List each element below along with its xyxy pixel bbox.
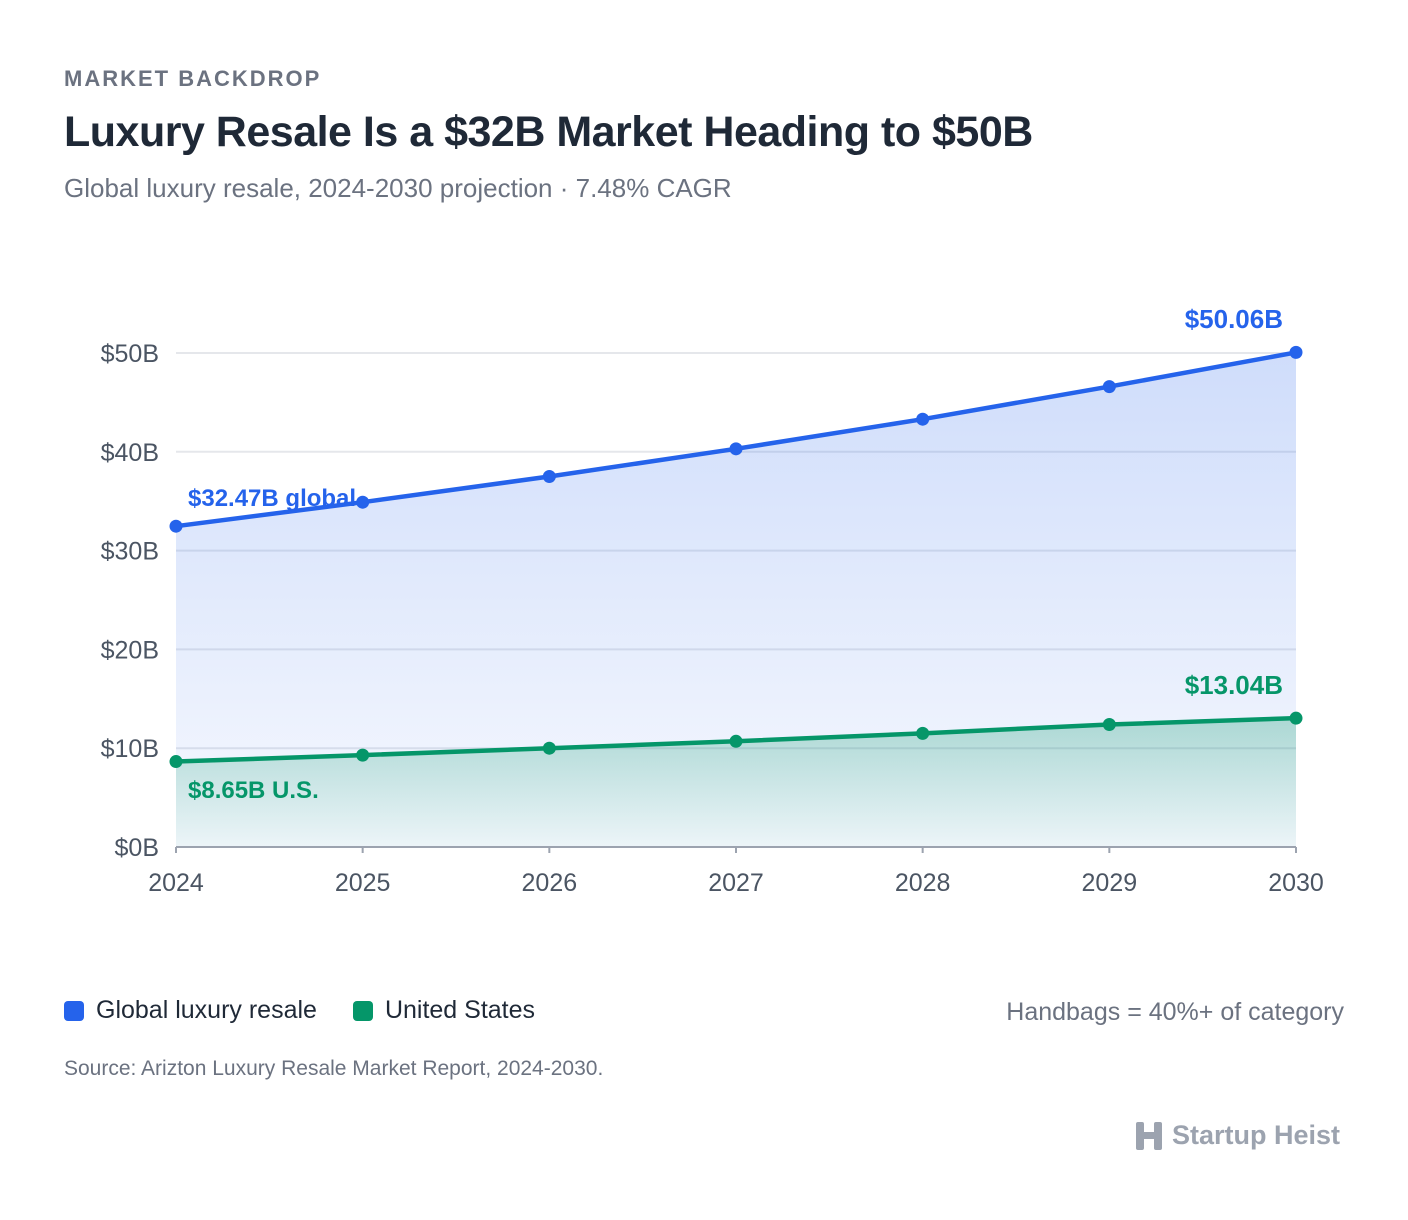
x-tick-label: 2025 xyxy=(335,869,391,897)
y-tick-label: $30B xyxy=(101,538,159,566)
source-note: Source: Arizton Luxury Resale Market Rep… xyxy=(64,1057,604,1080)
series-area-global xyxy=(176,352,1296,847)
x-tick-label: 2024 xyxy=(148,869,204,897)
legend: Global luxury resale United States xyxy=(64,996,535,1025)
data-point xyxy=(169,519,183,533)
data-point xyxy=(916,412,930,426)
legend-swatch-global xyxy=(64,1000,84,1021)
data-point xyxy=(916,726,930,740)
legend-label-us: United States xyxy=(384,996,536,1024)
chart-subtitle: Global luxury resale, 2024-2030 projecti… xyxy=(64,173,732,203)
data-point xyxy=(729,442,743,456)
start-label-us: $8.65B U.S. xyxy=(188,777,319,804)
x-tick-label: 2030 xyxy=(1268,869,1324,897)
data-point xyxy=(542,741,556,755)
x-tick-label: 2028 xyxy=(895,869,951,897)
data-point xyxy=(1102,380,1116,394)
x-tick-label: 2029 xyxy=(1082,869,1138,897)
data-point xyxy=(1289,711,1303,725)
legend-item-global: Global luxury resale xyxy=(64,996,317,1025)
data-point xyxy=(1102,717,1116,731)
legend-swatch-us xyxy=(352,1000,373,1021)
y-tick-label: $10B xyxy=(101,735,159,763)
series-area-us xyxy=(176,718,1296,847)
end-label-us: $13.04B xyxy=(1185,670,1283,700)
y-tick-label: $50B xyxy=(101,340,159,368)
data-point xyxy=(169,755,183,769)
data-point xyxy=(356,495,370,509)
data-point xyxy=(1289,345,1303,359)
handbags-note: Handbags = 40%+ of category xyxy=(1006,998,1344,1026)
data-point xyxy=(542,470,556,483)
x-tick-label: 2026 xyxy=(522,869,578,897)
y-tick-label: $0B xyxy=(115,834,159,862)
data-point xyxy=(356,748,370,762)
y-tick-label: $20B xyxy=(101,636,159,664)
y-tick-label: $40B xyxy=(101,439,159,467)
legend-item-us: United States xyxy=(352,996,536,1025)
brand-logo: Startup Heist xyxy=(1135,1120,1340,1151)
x-tick-label: 2027 xyxy=(708,869,764,897)
eyebrow-label: MARKET BACKDROP xyxy=(64,66,322,91)
chart-title: Luxury Resale Is a $32B Market Heading t… xyxy=(64,108,1033,156)
legend-label-global: Global luxury resale xyxy=(96,996,317,1024)
data-point xyxy=(729,734,743,748)
startup-heist-logo-icon xyxy=(1135,1121,1162,1150)
line-area-chart: $0B $10B $20B $30B $40B $50B 2024 2025 2026 2027 2… xyxy=(101,304,1324,897)
start-label-global: $32.47B global xyxy=(188,485,356,512)
end-label-global: $50.06B xyxy=(1185,304,1283,334)
brand-name: Startup Heist xyxy=(1171,1120,1340,1150)
